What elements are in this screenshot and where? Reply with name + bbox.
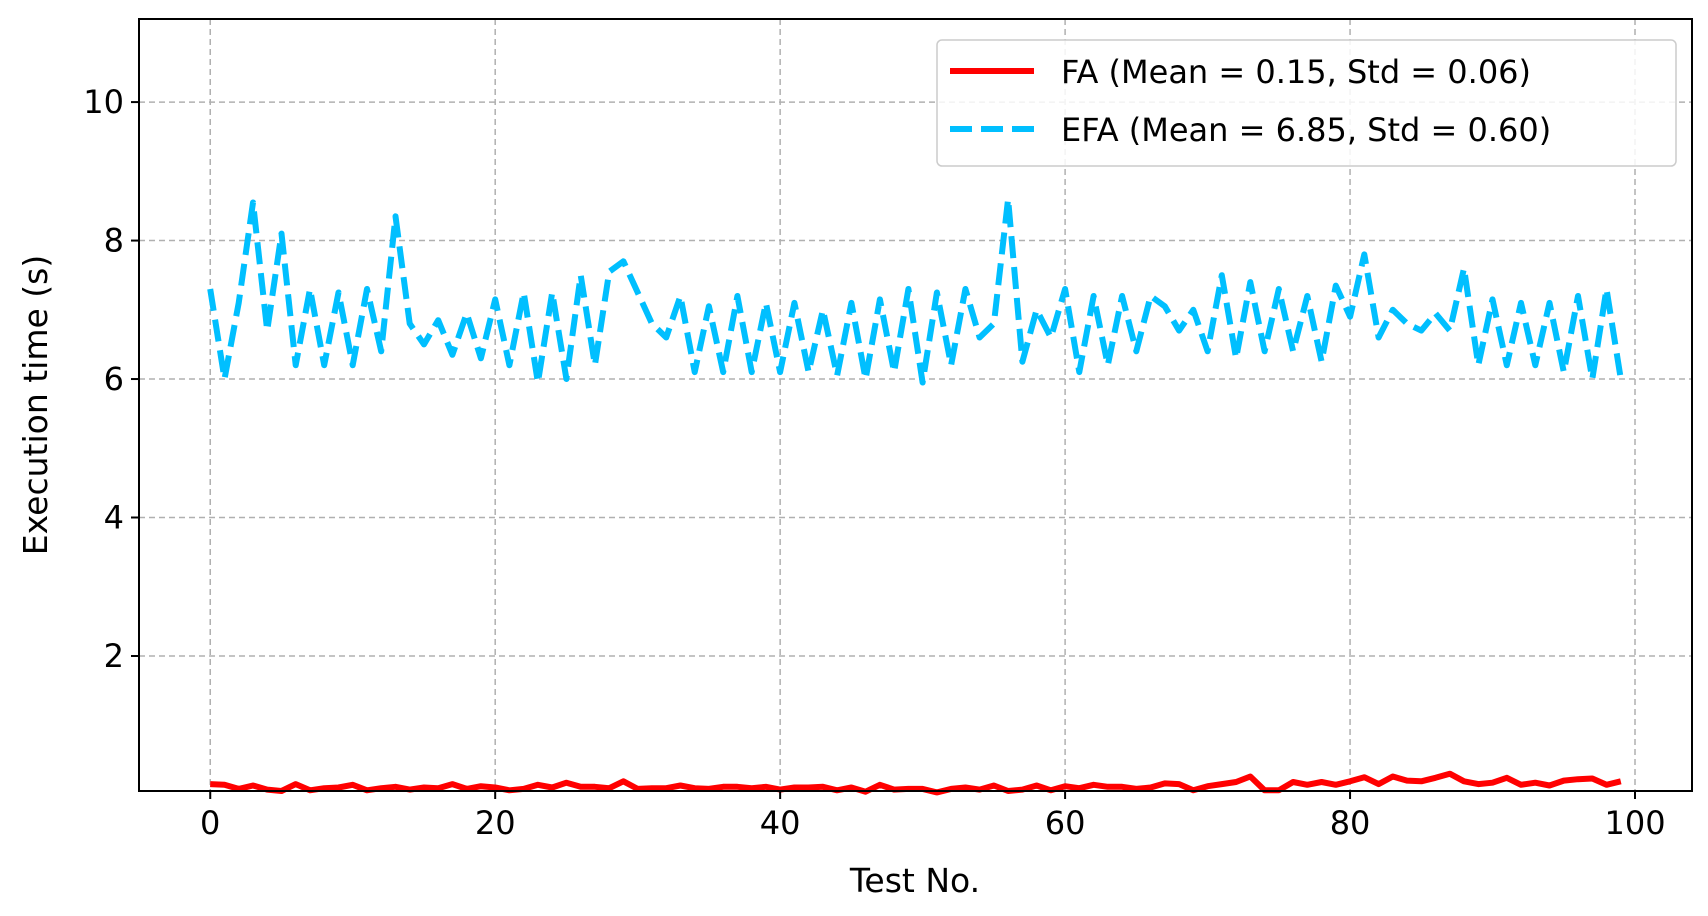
plot-area-frame (138, 18, 1693, 792)
tick-layer: 0 20 40 60 80 100 2 4 6 8 10 (83, 83, 1665, 842)
y-tick-label: 8 (104, 222, 124, 260)
y-axis-label: Execution time (s) (16, 255, 55, 555)
series-line-fa (210, 770, 1622, 796)
x-tick-label: 20 (475, 804, 516, 842)
x-tick-label: 0 (200, 804, 220, 842)
x-axis-label: Test No. (849, 861, 980, 900)
x-tick-label: 40 (760, 804, 801, 842)
x-tick-label: 80 (1330, 804, 1371, 842)
y-tick-label: 2 (104, 637, 124, 675)
y-tick-label: 6 (104, 360, 124, 398)
legend-label-fa: FA (Mean = 0.15, Std = 0.06) (1061, 53, 1531, 91)
legend-box (936, 39, 1677, 167)
legend: FA (Mean = 0.15, Std = 0.06) EFA (Mean =… (936, 39, 1677, 167)
legend-label-efa: EFA (Mean = 6.85, Std = 0.60) (1061, 111, 1551, 149)
series-layer (207, 196, 1624, 796)
x-tick-label: 60 (1045, 804, 1086, 842)
y-tick-label: 10 (83, 83, 124, 121)
y-tick-label: 4 (104, 499, 124, 537)
series-line-efa (207, 196, 1624, 386)
x-tick-label: 100 (1604, 804, 1665, 842)
